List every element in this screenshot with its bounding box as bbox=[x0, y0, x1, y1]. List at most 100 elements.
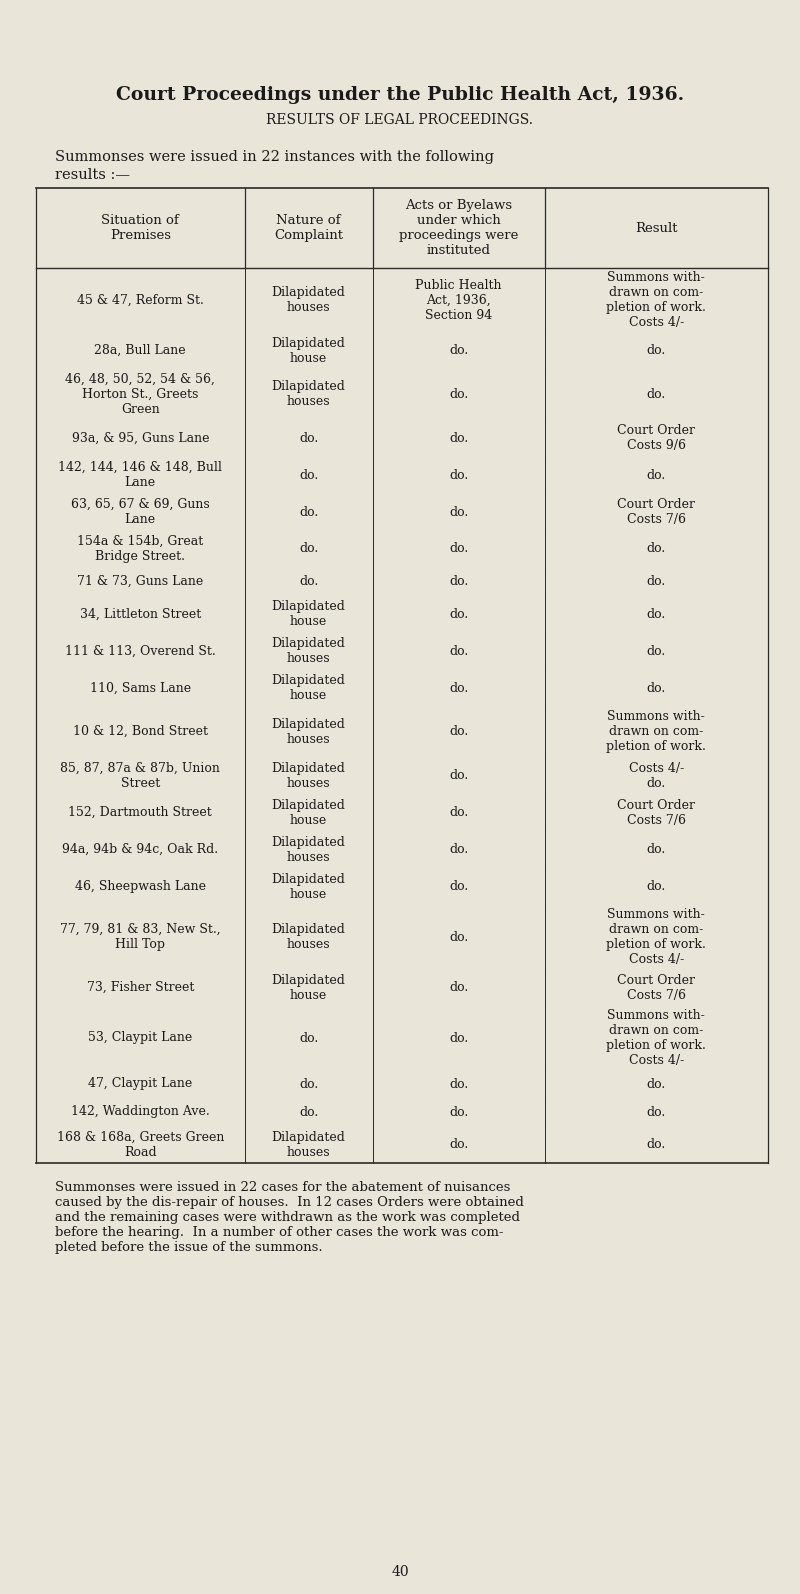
Text: 142, Waddington Ave.: 142, Waddington Ave. bbox=[71, 1106, 210, 1119]
Text: do.: do. bbox=[299, 432, 318, 445]
Text: do.: do. bbox=[299, 1031, 318, 1044]
Text: 94a, 94b & 94c, Oak Rd.: 94a, 94b & 94c, Oak Rd. bbox=[62, 843, 218, 856]
Text: Dilapidated
houses: Dilapidated houses bbox=[272, 923, 346, 952]
Text: 63, 65, 67 & 69, Guns
Lane: 63, 65, 67 & 69, Guns Lane bbox=[71, 497, 210, 526]
Text: 93a, & 95, Guns Lane: 93a, & 95, Guns Lane bbox=[71, 432, 209, 445]
Text: Dilapidated
houses: Dilapidated houses bbox=[272, 381, 346, 408]
Text: do.: do. bbox=[449, 607, 468, 620]
Text: 85, 87, 87a & 87b, Union
Street: 85, 87, 87a & 87b, Union Street bbox=[60, 762, 220, 789]
Text: 168 & 168a, Greets Green
Road: 168 & 168a, Greets Green Road bbox=[57, 1130, 224, 1159]
Text: do.: do. bbox=[449, 344, 468, 357]
Text: do.: do. bbox=[646, 1138, 666, 1151]
Text: do.: do. bbox=[646, 387, 666, 400]
Text: do.: do. bbox=[449, 542, 468, 555]
Text: do.: do. bbox=[449, 807, 468, 819]
Text: 111 & 113, Overend St.: 111 & 113, Overend St. bbox=[65, 644, 216, 657]
Text: do.: do. bbox=[449, 505, 468, 518]
Text: Dilapidated
house: Dilapidated house bbox=[272, 872, 346, 901]
Text: do.: do. bbox=[449, 644, 468, 657]
Text: Dilapidated
house: Dilapidated house bbox=[272, 799, 346, 827]
Text: Dilapidated
houses: Dilapidated houses bbox=[272, 717, 346, 746]
Text: 110, Sams Lane: 110, Sams Lane bbox=[90, 682, 191, 695]
Text: Dilapidated
house: Dilapidated house bbox=[272, 599, 346, 628]
Text: 45 & 47, Reform St.: 45 & 47, Reform St. bbox=[77, 293, 204, 306]
Text: Dilapidated
house: Dilapidated house bbox=[272, 336, 346, 365]
Text: 28a, Bull Lane: 28a, Bull Lane bbox=[94, 344, 186, 357]
Text: Court Order
Costs 9/6: Court Order Costs 9/6 bbox=[618, 424, 695, 453]
Text: do.: do. bbox=[299, 505, 318, 518]
Text: Situation of
Premises: Situation of Premises bbox=[102, 214, 179, 242]
Text: Dilapidated
house: Dilapidated house bbox=[272, 674, 346, 701]
Text: do.: do. bbox=[646, 469, 666, 481]
Text: do.: do. bbox=[449, 469, 468, 481]
Text: Summons with-
drawn on com-
pletion of work.
Costs 4/-: Summons with- drawn on com- pletion of w… bbox=[606, 271, 706, 328]
Text: Nature of
Complaint: Nature of Complaint bbox=[274, 214, 343, 242]
Text: Court Order
Costs 7/6: Court Order Costs 7/6 bbox=[618, 799, 695, 827]
Text: do.: do. bbox=[449, 768, 468, 783]
Text: 40: 40 bbox=[391, 1565, 409, 1580]
Text: do.: do. bbox=[646, 344, 666, 357]
Text: do.: do. bbox=[646, 682, 666, 695]
Text: do.: do. bbox=[449, 931, 468, 944]
Text: 77, 79, 81 & 83, New St.,
Hill Top: 77, 79, 81 & 83, New St., Hill Top bbox=[60, 923, 221, 952]
Text: do.: do. bbox=[449, 880, 468, 893]
Text: 71 & 73, Guns Lane: 71 & 73, Guns Lane bbox=[77, 575, 203, 588]
Text: 142, 144, 146 & 148, Bull
Lane: 142, 144, 146 & 148, Bull Lane bbox=[58, 461, 222, 489]
Text: do.: do. bbox=[646, 607, 666, 620]
Text: do.: do. bbox=[449, 843, 468, 856]
Text: Summonses were issued in 22 cases for the abatement of nuisances: Summonses were issued in 22 cases for th… bbox=[55, 1181, 510, 1194]
Text: 53, Claypit Lane: 53, Claypit Lane bbox=[88, 1031, 193, 1044]
Text: do.: do. bbox=[449, 980, 468, 995]
Text: do.: do. bbox=[299, 542, 318, 555]
Text: do.: do. bbox=[449, 1078, 468, 1090]
Text: Summons with-
drawn on com-
pletion of work.
Costs 4/-: Summons with- drawn on com- pletion of w… bbox=[606, 909, 706, 966]
Text: Dilapidated
houses: Dilapidated houses bbox=[272, 835, 346, 864]
Text: do.: do. bbox=[646, 1078, 666, 1090]
Text: Summons with-
drawn on com-
pletion of work.: Summons with- drawn on com- pletion of w… bbox=[606, 711, 706, 754]
Text: and the remaining cases were withdrawn as the work was completed: and the remaining cases were withdrawn a… bbox=[55, 1211, 520, 1224]
Text: do.: do. bbox=[449, 432, 468, 445]
Text: Result: Result bbox=[635, 222, 678, 234]
Text: 46, Sheepwash Lane: 46, Sheepwash Lane bbox=[75, 880, 206, 893]
Text: caused by the dis-repair of houses.  In 12 cases Orders were obtained: caused by the dis-repair of houses. In 1… bbox=[55, 1196, 524, 1208]
Text: 154a & 154b, Great
Bridge Street.: 154a & 154b, Great Bridge Street. bbox=[77, 536, 203, 563]
Text: 46, 48, 50, 52, 54 & 56,
Horton St., Greets
Green: 46, 48, 50, 52, 54 & 56, Horton St., Gre… bbox=[66, 373, 215, 416]
Text: do.: do. bbox=[646, 1106, 666, 1119]
Text: RESULTS OF LEGAL PROCEEDINGS.: RESULTS OF LEGAL PROCEEDINGS. bbox=[266, 113, 534, 128]
Text: 34, Littleton Street: 34, Littleton Street bbox=[80, 607, 201, 620]
Text: Court Order
Costs 7/6: Court Order Costs 7/6 bbox=[618, 974, 695, 1001]
Text: do.: do. bbox=[449, 387, 468, 400]
Text: before the hearing.  In a number of other cases the work was com-: before the hearing. In a number of other… bbox=[55, 1226, 503, 1239]
Text: Court Proceedings under the Public Health Act, 1936.: Court Proceedings under the Public Healt… bbox=[116, 86, 684, 104]
Text: do.: do. bbox=[449, 682, 468, 695]
Text: do.: do. bbox=[646, 880, 666, 893]
Text: Public Health
Act, 1936,
Section 94: Public Health Act, 1936, Section 94 bbox=[415, 279, 502, 322]
Text: do.: do. bbox=[646, 843, 666, 856]
Text: do.: do. bbox=[449, 725, 468, 738]
Text: do.: do. bbox=[299, 1078, 318, 1090]
Text: 10 & 12, Bond Street: 10 & 12, Bond Street bbox=[73, 725, 208, 738]
Text: Dilapidated
houses: Dilapidated houses bbox=[272, 762, 346, 789]
Text: do.: do. bbox=[299, 469, 318, 481]
Text: Dilapidated
house: Dilapidated house bbox=[272, 974, 346, 1001]
Text: do.: do. bbox=[449, 1106, 468, 1119]
Text: do.: do. bbox=[449, 1138, 468, 1151]
Text: Acts or Byelaws
under which
proceedings were
instituted: Acts or Byelaws under which proceedings … bbox=[399, 199, 518, 257]
Text: 47, Claypit Lane: 47, Claypit Lane bbox=[88, 1078, 193, 1090]
Text: do.: do. bbox=[299, 575, 318, 588]
Text: do.: do. bbox=[646, 542, 666, 555]
Text: Dilapidated
houses: Dilapidated houses bbox=[272, 638, 346, 665]
Text: do.: do. bbox=[449, 1031, 468, 1044]
Text: do.: do. bbox=[299, 1106, 318, 1119]
Text: do.: do. bbox=[449, 575, 468, 588]
Text: Summons with-
drawn on com-
pletion of work.
Costs 4/-: Summons with- drawn on com- pletion of w… bbox=[606, 1009, 706, 1066]
Text: Dilapidated
houses: Dilapidated houses bbox=[272, 1130, 346, 1159]
Text: do.: do. bbox=[646, 575, 666, 588]
Text: 73, Fisher Street: 73, Fisher Street bbox=[86, 980, 194, 995]
Text: 152, Dartmouth Street: 152, Dartmouth Street bbox=[69, 807, 212, 819]
Text: do.: do. bbox=[646, 644, 666, 657]
Text: pleted before the issue of the summons.: pleted before the issue of the summons. bbox=[55, 1242, 322, 1254]
Text: Court Order
Costs 7/6: Court Order Costs 7/6 bbox=[618, 497, 695, 526]
Text: results :—: results :— bbox=[55, 167, 130, 182]
Text: Dilapidated
houses: Dilapidated houses bbox=[272, 285, 346, 314]
